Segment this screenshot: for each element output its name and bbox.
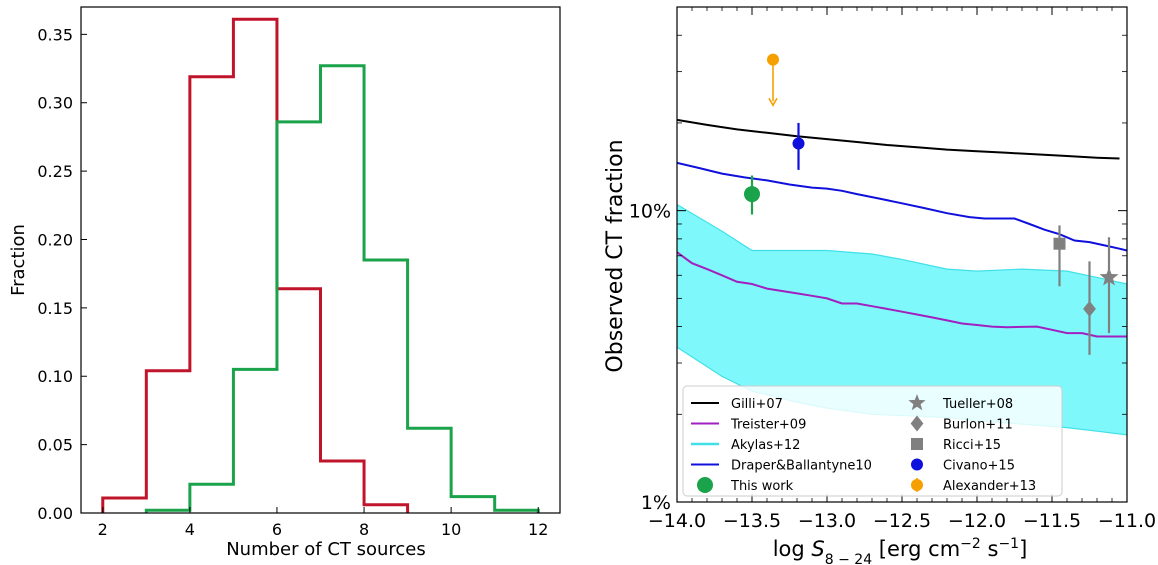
y-tick-label: 0.20 [37,230,73,249]
marker-circle [697,477,713,493]
marker-circle [911,479,923,491]
legend-label: Treister+09 [730,418,806,433]
x-axis-label-part: −1 [998,536,1019,552]
band-Akylas+12 [677,204,1127,435]
upper-limit-arrow [768,97,778,107]
histogram-series-1 [144,64,540,513]
histogram-y-axis-label: Fraction [8,224,29,296]
ct-fraction-plot-area [676,6,1128,503]
y-tick-label: 10% [629,201,671,223]
x-tick-label: −11.0 [1098,510,1156,532]
marker-circle [744,186,760,203]
legend-label: Draper&Ballantyne10 [731,459,872,474]
legend-box [682,385,1063,497]
ct-fraction-series-group [677,53,1127,436]
marker-star [908,394,926,411]
x-tick-label: −11.5 [1023,510,1081,532]
legend-item: Civano+15 [911,458,1015,474]
y-tick-label: 0.35 [37,25,73,44]
legend-label: This work [730,479,794,494]
y-tick-label: 0.00 [37,504,73,523]
line-Treister+09 [677,251,1127,338]
x-tick-label: −14.0 [648,510,706,532]
legend-item: Alexander+13 [911,478,1036,494]
x-tick-label: 6 [272,520,282,539]
marker-star [1099,267,1119,286]
legend-label: Ricci+15 [943,438,1001,453]
ct-fraction-x-axis-label: log S8 − 24 [erg cm−2 s−1] [773,536,1028,565]
y-tick-label: 1% [641,492,671,514]
y-tick-label: 0.15 [37,299,73,318]
y-tick-label: 0.30 [37,94,73,113]
histogram-chart: 2 4 6 8 10 12 0.00 0.05 0.10 0.15 0.20 0.25 0.30 0.35… [8,6,561,560]
x-tick-label: −12.5 [873,510,931,532]
legend-item: Draper&Ballantyne10 [691,459,872,474]
marker-square [1053,237,1066,250]
ct-fraction-chart: −14.0 −13.5 −13.0 −12.5 −12.0 −11.5 −11.0 1% 10%… [603,6,1156,565]
x-tick-label: 4 [185,520,195,539]
x-axis-label-part: 8 − 24 [825,552,872,565]
legend-label: Civano+15 [943,459,1015,474]
marker-circle [911,458,923,471]
x-tick-label: 2 [98,520,108,539]
marker-diamond [1083,300,1096,317]
marker-circle [767,53,779,66]
legend-label: Akylas+12 [731,438,800,453]
legend-label: Burlon+11 [943,418,1013,433]
marker-circle [792,137,805,150]
line-Draper&Ballantyne10 [677,161,1127,252]
legend-item: Akylas+12 [691,438,800,453]
legend-item: This work [697,477,794,494]
legend-item: Tueller+08 [908,394,1013,412]
x-axis-label-part: s [981,537,999,561]
legend-label: Gilli+07 [731,397,783,412]
legend-item: Treister+09 [691,418,806,433]
histogram-x-axis-label: Number of CT sources [226,539,426,560]
x-tick-label: 10 [441,520,461,539]
histogram-series-0 [101,17,410,513]
ct-fraction-legend: Gilli+07 Treister+09 Akylas+12 Draper&Balla… [682,385,1063,497]
legend-item: Gilli+07 [691,397,783,412]
histogram-frame [80,6,561,514]
line-Gilli+07 [677,118,1120,160]
x-axis-label-part: ] [1019,537,1027,561]
x-tick-label: 12 [528,520,548,539]
ct-fraction-y-axis-label: Observed CT fraction [603,139,628,372]
histogram-ticks: 2 4 6 8 10 12 0.00 0.05 0.10 0.15 0.20 0.25 0.30 0.35 [37,25,548,539]
ct-fraction-ticks: −14.0 −13.5 −13.0 −12.5 −12.0 −11.5 −11.0 1% 10% [629,7,1156,532]
marker-square [911,438,923,450]
x-tick-label: −13.0 [798,510,856,532]
legend-label: Alexander+13 [943,479,1036,494]
x-tick-label: −13.5 [723,510,781,532]
x-axis-label-part: log [773,537,812,561]
y-tick-label: 0.05 [37,436,73,455]
x-tick-label: 8 [359,520,369,539]
x-tick-label: −12.0 [948,510,1006,532]
legend-item: Burlon+11 [910,415,1013,433]
x-axis-label-part: [erg cm [872,537,960,561]
band-upper-edge [677,203,1127,285]
legend-item: Ricci+15 [911,438,1001,453]
x-axis-label-part: S [811,537,824,561]
y-tick-label: 0.25 [37,162,73,181]
x-axis-label-part: −2 [960,536,981,552]
legend-label: Tueller+08 [942,397,1013,412]
marker-diamond [910,415,924,432]
histogram-plot-area [80,6,561,514]
y-tick-label: 0.10 [37,367,73,386]
